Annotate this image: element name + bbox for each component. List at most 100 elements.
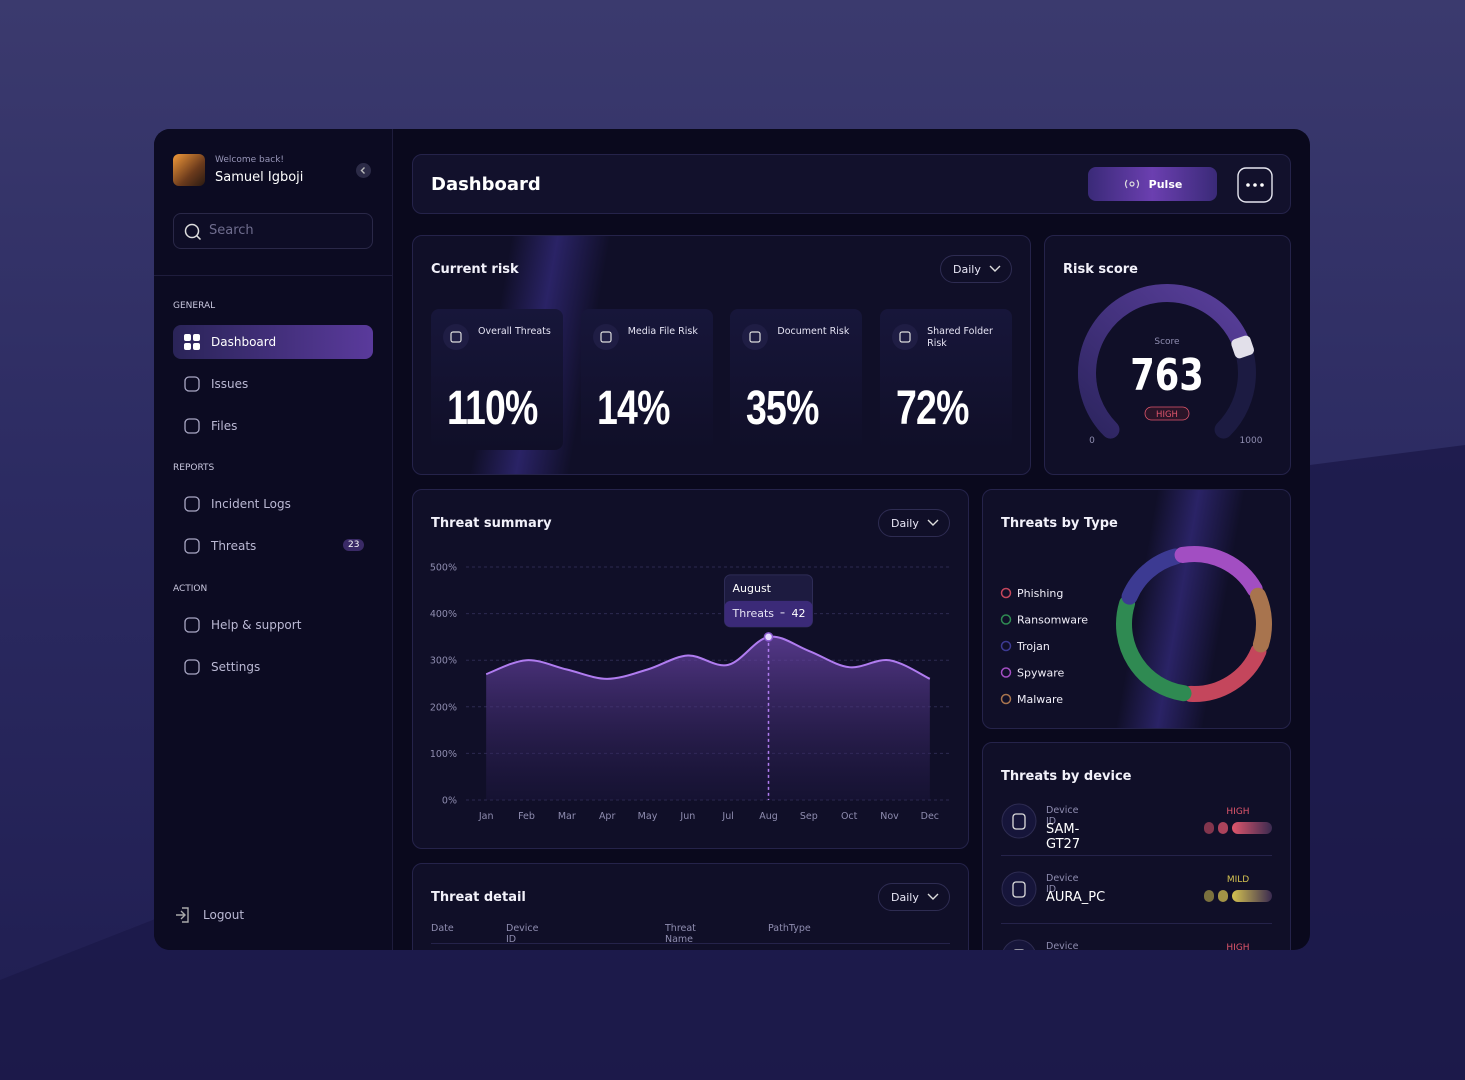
threat-detail-card [412, 863, 969, 950]
metric-icon [592, 324, 619, 350]
icon [184, 496, 200, 512]
nav-item[interactable]: Incident Logs [173, 487, 373, 521]
level-badge [1144, 406, 1190, 421]
filter-label: Daily [891, 516, 919, 530]
logout-button[interactable]: Logout [173, 904, 373, 926]
column-header: PathType [768, 923, 811, 934]
search-placeholder: Search [209, 223, 254, 238]
level-text: HIGH [1156, 410, 1178, 420]
logout-label: Logout [203, 908, 245, 922]
nav-label: Issues [211, 377, 249, 391]
threats-by-device-card [982, 742, 1291, 950]
row-divider [1001, 923, 1272, 924]
gauge-value [1078, 284, 1252, 439]
card-title: Risk score [1063, 262, 1138, 277]
x-tick-label: Dec [921, 811, 939, 822]
metric-icon [892, 324, 919, 350]
section-title: GENERAL [173, 301, 216, 311]
gauge-score: 763 [1130, 350, 1203, 401]
metric-label: Shared Folder Risk [927, 326, 993, 349]
x-tick-label: Jan [478, 811, 494, 822]
risk-metric: Document Risk 35% [730, 309, 863, 450]
card-title: Threat summary [431, 516, 552, 531]
y-tick-label: 0% [442, 796, 457, 807]
pulse-label: Pulse [1148, 177, 1183, 191]
pulse-button[interactable]: Pulse [1088, 167, 1217, 201]
x-tick-label: Mar [558, 811, 576, 822]
hover-point [763, 632, 774, 642]
avatar [173, 154, 205, 186]
gauge-min: 0 [1089, 436, 1095, 446]
device-icon [1001, 803, 1037, 839]
nav-item[interactable]: Issues [173, 367, 373, 401]
chevron [927, 519, 939, 526]
gauge-knob [1231, 335, 1255, 359]
legend-marker [1000, 667, 1012, 678]
risk-metric: Shared Folder Risk 72% [880, 309, 1013, 450]
filter-dropdown[interactable]: Daily [940, 255, 1012, 283]
device-id: AURA_PC [1046, 890, 1106, 905]
user-name: Samuel Igboji [215, 170, 304, 185]
area [486, 636, 930, 800]
threat-level: HIGH [1226, 943, 1250, 950]
legend-label: Ransomware [1017, 614, 1088, 627]
y-tick-label: 400% [430, 609, 457, 620]
search-box[interactable]: Search [173, 213, 373, 249]
metric-label: Document Risk [777, 326, 850, 337]
icon [184, 418, 200, 434]
tooltip-value: 42 [792, 607, 806, 620]
chevron [989, 265, 1001, 272]
y-tick-label: 300% [430, 656, 457, 667]
badge: 23 [343, 539, 365, 551]
x-tick-label: Nov [880, 811, 899, 822]
nav-label: Help & support [211, 618, 302, 632]
metric-value: 35% [746, 382, 819, 435]
nav-item[interactable]: Settings [173, 650, 373, 684]
icon [184, 334, 200, 350]
filter-dropdown[interactable]: Daily [878, 883, 950, 911]
legend-label: Trojan [1016, 640, 1050, 653]
device-label: Device ID [1046, 805, 1079, 827]
metric-label: Media File Risk [627, 326, 698, 337]
more-button[interactable] [1237, 167, 1273, 203]
icon [184, 659, 200, 675]
tooltip-band [724, 600, 813, 627]
threat-level: HIGH [1226, 807, 1250, 817]
section-title: ACTION [173, 584, 208, 594]
x-tick-label: May [638, 811, 658, 822]
nav-item[interactable]: Files [173, 409, 373, 443]
app-window: Welcome back! Samuel Igboji Search GENER… [154, 129, 1310, 950]
gauge-caption: Score [1154, 337, 1180, 347]
metric-icon [443, 324, 469, 350]
charts: 0% 100% 200% 300% 400% 500% Jan Feb Mar Apr May Jun… [430, 284, 1272, 822]
nav-label: Files [211, 419, 238, 433]
nav-label: Threats [211, 539, 257, 553]
gauge-max: 1000 [1240, 436, 1263, 446]
divider [154, 275, 392, 276]
nav-item[interactable]: Dashboard [173, 325, 373, 359]
x-tick-label: Oct [841, 811, 858, 822]
filter-label: Daily [953, 262, 981, 276]
nav-item[interactable]: Help & support [173, 608, 373, 642]
level-bar [1218, 890, 1228, 902]
column-header: Date [431, 923, 454, 934]
device-icon [1002, 939, 1036, 950]
search-icon [184, 223, 202, 241]
nav-label: Dashboard [211, 335, 277, 349]
metric-value: 110% [447, 382, 538, 435]
legend-label: Phishing [1017, 587, 1063, 600]
filter-label: Daily [891, 890, 919, 904]
metric-icon [742, 324, 769, 350]
level-bar [1204, 822, 1214, 834]
nav-item[interactable]: Threats 23 [173, 529, 373, 563]
level-bar [1232, 822, 1272, 834]
collapse-button[interactable] [356, 163, 371, 178]
line [485, 635, 931, 680]
pulse-icon [1124, 179, 1139, 189]
tooltip-title: August [733, 582, 772, 595]
filter-dropdown[interactable]: Daily [878, 509, 950, 537]
nav-label: Settings [211, 660, 261, 674]
legend-marker [1000, 587, 1012, 599]
legend-label: Spyware [1017, 667, 1064, 680]
